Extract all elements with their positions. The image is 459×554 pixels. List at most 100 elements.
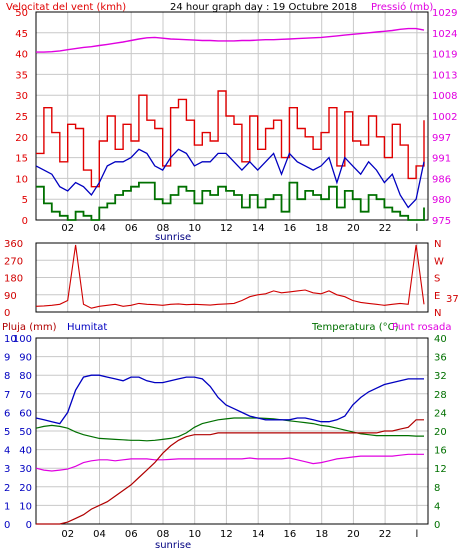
climate-x-tick-label: 04 — [93, 529, 106, 540]
pressure-y-tick-label: 975 — [432, 216, 451, 227]
direction-y-tick-label: 0 — [4, 308, 10, 319]
pressure-y-tick-label: 1019 — [432, 50, 457, 61]
wind-x-tick-label: 22 — [379, 223, 392, 234]
rain-y-tick-label: 10 — [4, 334, 17, 345]
humidity-y-tick-label: 100 — [13, 334, 32, 345]
humidity-y-tick-label: 60 — [19, 408, 32, 419]
humidity-y-tick-label: 40 — [19, 446, 32, 457]
rain-y-tick-label: 9 — [4, 353, 10, 364]
wind-y-tick-label: 25 — [15, 112, 28, 123]
rain-axis-title: Pluja (mm) — [2, 322, 57, 333]
wind-y-tick-label: 15 — [15, 154, 28, 165]
humidity-y-tick-label: 30 — [19, 464, 32, 475]
compass-tick-label: W — [434, 256, 444, 267]
humidity-y-tick-label: 10 — [19, 501, 32, 512]
humidity-axis-title: Humitat — [67, 322, 107, 333]
temperature-y-tick-label: 0 — [434, 520, 440, 531]
pressure-series — [36, 27, 425, 53]
wind-y-tick-label: 0 — [22, 216, 28, 227]
wind-x-tick-label: 16 — [284, 223, 297, 234]
climate-x-tick-label: 16 — [284, 529, 297, 540]
climate-x-tick-label: 12 — [220, 529, 233, 540]
pressure-y-tick-label: 1008 — [432, 91, 457, 102]
pressure-y-tick-label: 1024 — [432, 29, 457, 40]
wind-y-tick-label: 10 — [15, 174, 28, 185]
temperature-axis-title: Temperatura (°C) — [311, 322, 399, 333]
climate-x-tick-label: 02 — [61, 529, 74, 540]
wind-gust-series — [36, 90, 425, 188]
humidity-y-tick-label: 90 — [19, 353, 32, 364]
rain-y-tick-label: 5 — [4, 427, 10, 438]
wind-x-tick-label: 02 — [61, 223, 74, 234]
compass-tick-label: E — [434, 291, 440, 302]
rain-y-tick-label: 7 — [4, 390, 10, 401]
temperature-y-tick-label: 4 — [434, 501, 440, 512]
rain-y-tick-label: 8 — [4, 371, 10, 382]
wind-y-tick-label: 20 — [15, 133, 28, 144]
compass-tick-label: N — [434, 308, 441, 319]
climate-x-tick-label: 14 — [252, 529, 265, 540]
temperature-y-tick-label: 28 — [434, 390, 447, 401]
dewpoint-series — [35, 453, 424, 472]
direction-y-tick-label: 360 — [4, 239, 23, 250]
direction-y-tick-label: 180 — [4, 274, 23, 285]
temperature-y-tick-label: 8 — [434, 483, 440, 494]
wind-y-tick-label: 35 — [15, 70, 28, 81]
rain-y-tick-label: 2 — [4, 483, 10, 494]
direction-plot-frame — [35, 242, 429, 313]
wind-plot-frame — [35, 11, 429, 221]
climate-x-tick-label: l — [416, 529, 419, 540]
humidity-y-tick-label: 20 — [19, 483, 32, 494]
sunrise-label-top: sunrise — [155, 232, 191, 243]
pressure-y-tick-label: 991 — [432, 154, 451, 165]
pressure-y-tick-label: 980 — [432, 195, 451, 206]
dewpoint-axis-title: Punt rosada — [392, 322, 451, 333]
rain-y-tick-label: 0 — [4, 520, 10, 531]
wind-x-tick-label: 18 — [315, 223, 328, 234]
climate-plot-frame — [35, 337, 429, 525]
direction-y-tick-label: 90 — [4, 291, 17, 302]
rain-y-tick-label: 1 — [4, 501, 10, 512]
humidity-series — [35, 374, 424, 425]
climate-x-tick-label: 20 — [347, 529, 360, 540]
sunrise-label-bottom: sunrise — [155, 540, 191, 551]
wind-x-tick-label: 08 — [157, 223, 170, 234]
humidity-y-tick-label: 50 — [19, 427, 32, 438]
wind-low-series — [36, 181, 425, 221]
direction-y-tick-label: 270 — [4, 256, 23, 267]
climate-x-tick-label: 10 — [188, 529, 201, 540]
wind-y-tick-label: 45 — [15, 29, 28, 40]
direction-current-value: 37 — [446, 294, 459, 305]
wind-x-tick-label: l — [416, 223, 419, 234]
wind-x-tick-label: 12 — [220, 223, 233, 234]
humidity-y-tick-label: 70 — [19, 390, 32, 401]
wind-y-tick-label: 50 — [15, 8, 28, 19]
pressure-y-tick-label: 986 — [432, 174, 451, 185]
humidity-y-tick-label: 0 — [26, 520, 32, 531]
wind-average-series — [35, 148, 425, 209]
temperature-y-tick-label: 20 — [434, 427, 447, 438]
wind-x-tick-label: 14 — [252, 223, 265, 234]
pressure-y-tick-label: 1002 — [432, 112, 457, 123]
wind-y-tick-label: 5 — [22, 195, 28, 206]
climate-x-tick-label: 18 — [315, 529, 328, 540]
climate-x-tick-label: 06 — [125, 529, 138, 540]
compass-tick-label: S — [434, 274, 440, 285]
wind-x-tick-label: 06 — [125, 223, 138, 234]
wind-x-tick-label: 20 — [347, 223, 360, 234]
wind-y-tick-label: 40 — [15, 50, 28, 61]
wind-axis-title: Velocitat del vent (kmh) — [6, 2, 126, 13]
wind-x-tick-label: 04 — [93, 223, 106, 234]
temperature-y-tick-label: 36 — [434, 353, 447, 364]
chart-title: 24 hour graph day : 19 Octubre 2018 — [170, 2, 357, 13]
pressure-y-tick-label: 1013 — [432, 70, 457, 81]
rain-y-tick-label: 6 — [4, 408, 10, 419]
pressure-y-tick-label: 997 — [432, 133, 451, 144]
rain-y-tick-label: 3 — [4, 464, 10, 475]
temperature-y-tick-label: 12 — [434, 464, 447, 475]
wind-y-tick-label: 30 — [15, 91, 28, 102]
climate-x-tick-label: 08 — [157, 529, 170, 540]
temperature-y-tick-label: 24 — [434, 408, 447, 419]
compass-tick-label: N — [434, 239, 441, 250]
